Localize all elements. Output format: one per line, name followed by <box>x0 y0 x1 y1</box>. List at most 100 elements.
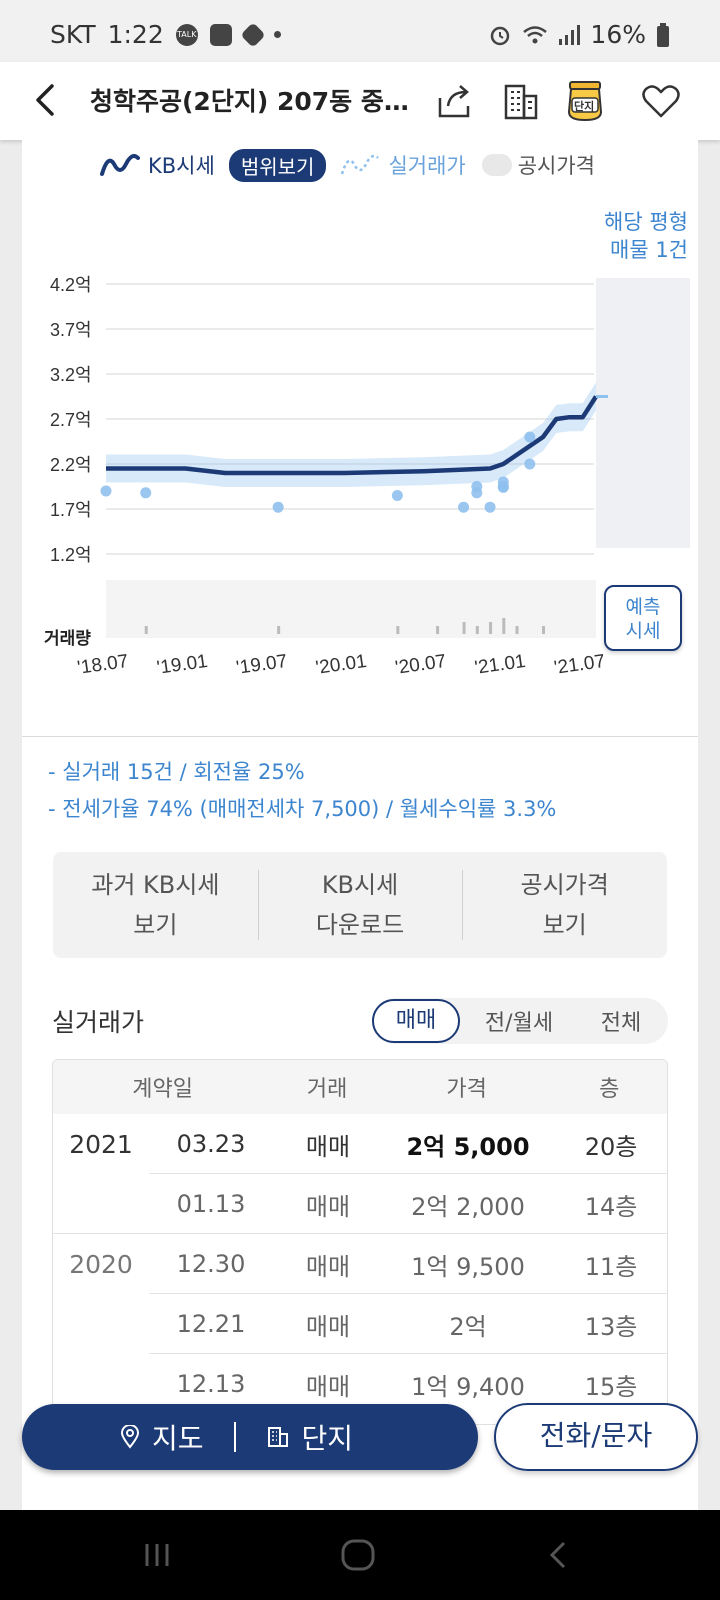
transaction-type-tabs: 매매 전/월세 전체 <box>372 998 668 1044</box>
signal-icon <box>559 24 581 45</box>
call-message-button[interactable]: 전화/문자 <box>494 1403 698 1471</box>
kb-download-l2: 다운로드 <box>315 911 405 939</box>
y-tick-label: 1.2억 <box>50 545 92 565</box>
volume-bar <box>436 626 440 634</box>
range-view-toggle[interactable]: 범위보기 <box>228 148 327 182</box>
page-title: 청학주공(2단지) 207동 중… <box>90 87 409 116</box>
row-divider <box>149 1173 667 1174</box>
table-row[interactable]: 01.13 매매 2억 2,000 14층 <box>53 1174 667 1234</box>
tab-sale[interactable]: 매매 <box>372 999 460 1043</box>
volume-label: 거래량 <box>44 629 91 648</box>
x-tick-label: '20.01 <box>314 651 368 679</box>
past-kb-button[interactable]: 과거 KB시세 보기 <box>53 852 258 958</box>
legend-real[interactable]: 실거래가 <box>388 154 466 178</box>
bottom-action-bar: 지도 단지 <box>22 1404 478 1470</box>
row-type: 매매 <box>305 1192 351 1221</box>
price-chart[interactable]: 4.2억 3.7억 3.2억 2.7억 2.2억 1.7억 1.2억 거래량 '18.07 '… <box>0 270 720 690</box>
row-type: 매매 <box>305 1372 351 1401</box>
real-line-icon <box>341 154 380 175</box>
x-tick-label: '21.01 <box>473 651 527 679</box>
volume-bar <box>277 626 281 634</box>
row-date: 12.13 <box>176 1370 246 1398</box>
year-divider <box>53 1233 667 1234</box>
back-icon[interactable] <box>26 80 66 120</box>
forecast-button[interactable]: 예측 시세 <box>604 585 682 651</box>
stats-line1: - 실거래 15건 / 회전율 25% <box>48 760 305 784</box>
y-tick-label: 4.2억 <box>50 275 92 295</box>
row-type: 매매 <box>305 1252 351 1281</box>
row-price: 2억 5,000 <box>406 1132 530 1161</box>
row-year: 2021 <box>69 1129 133 1159</box>
x-tick-label: '20.07 <box>394 651 448 679</box>
table-row[interactable]: 12.13 매매 1억 9,400 15층 <box>53 1354 667 1414</box>
real-transaction-point <box>484 501 496 513</box>
public-price-l1: 공시가격 <box>520 871 609 899</box>
system-nav-bar <box>0 1510 720 1600</box>
listing-line1: 해당 평형 <box>604 210 688 234</box>
volume-bar <box>542 626 546 634</box>
row-type: 매매 <box>305 1312 351 1341</box>
carrier-text: SKT <box>50 20 96 49</box>
map-button[interactable]: 지도 <box>120 1417 204 1457</box>
public-price-l2: 보기 <box>542 911 587 939</box>
kb-download-l1: KB시세 <box>321 871 399 899</box>
tab-all[interactable]: 전체 <box>600 1011 642 1036</box>
row-date: 12.21 <box>176 1310 246 1338</box>
map-label: 지도 <box>152 1422 204 1455</box>
table-row[interactable]: 12.21 매매 2억 13층 <box>53 1294 667 1354</box>
row-price: 2억 <box>449 1312 487 1341</box>
table-row[interactable]: 2020 12.30 매매 1억 9,500 11층 <box>53 1234 667 1294</box>
alarm-icon <box>491 26 510 45</box>
battery-icon <box>657 22 669 47</box>
real-transaction-point <box>524 458 536 470</box>
public-price-button[interactable]: 공시가격 보기 <box>462 852 667 958</box>
recent-apps-icon[interactable] <box>140 1538 174 1572</box>
volume-bar <box>489 622 493 634</box>
row-floor: 11층 <box>584 1252 638 1281</box>
public-price-swatch <box>481 154 512 176</box>
dot-icon <box>273 31 281 38</box>
kb-download-button[interactable]: KB시세 다운로드 <box>257 852 463 958</box>
table-header: 계약일 거래 가격 층 <box>53 1060 667 1114</box>
heart-icon[interactable] <box>640 80 682 122</box>
row-date: 12.30 <box>176 1250 246 1278</box>
volume-bar <box>515 626 519 634</box>
chart-legend: KB시세 범위보기 실거래가 공시가격 <box>100 148 595 182</box>
cube-icon <box>240 21 266 48</box>
y-tick-label: 2.2억 <box>50 455 92 475</box>
tab-lease[interactable]: 전/월세 <box>484 1011 554 1036</box>
battery-text: 16% <box>590 20 646 49</box>
x-tick-label: '19.07 <box>235 651 289 679</box>
x-tick-label: '19.01 <box>156 651 210 679</box>
row-floor: 13층 <box>584 1312 638 1341</box>
row-price: 1억 9,400 <box>411 1372 525 1401</box>
location-pin-icon <box>120 1425 140 1449</box>
legend-public[interactable]: 공시가격 <box>517 154 595 178</box>
home-icon[interactable] <box>340 1538 376 1572</box>
header-type: 거래 <box>306 1077 348 1102</box>
x-tick-label: '21.07 <box>553 651 607 679</box>
transactions-title: 실거래가 <box>52 1008 145 1037</box>
danji-button[interactable]: 단지 <box>266 1417 353 1457</box>
row-floor: 15층 <box>584 1372 638 1401</box>
row-type: 매매 <box>305 1132 351 1161</box>
table-row[interactable]: 2021 03.23 매매 2억 5,000 20층 <box>53 1114 667 1174</box>
danji-icon[interactable]: 단지 <box>566 80 604 122</box>
share-icon[interactable] <box>434 80 476 122</box>
row-price: 1억 9,500 <box>411 1252 525 1281</box>
forecast-line2: 시세 <box>625 620 661 642</box>
danji-badge-label: 단지 <box>574 100 595 113</box>
real-transaction-point <box>272 501 284 513</box>
real-transaction-point <box>471 481 483 492</box>
header-price: 가격 <box>446 1077 487 1102</box>
back-nav-icon[interactable] <box>546 1538 570 1572</box>
real-transaction-point <box>100 485 112 497</box>
volume-bar <box>502 618 506 634</box>
building-icon[interactable] <box>500 80 542 122</box>
wifi-icon <box>523 25 548 43</box>
stats-block: - 실거래 15건 / 회전율 25% - 전세가율 74% (매매전세차 7,… <box>48 754 556 828</box>
status-bar: SKT 1:22 TALK 16% <box>0 0 720 62</box>
talk-icon: TALK <box>175 23 198 46</box>
listing-count[interactable]: 해당 평형 매물 1건 <box>604 208 688 264</box>
row-divider <box>149 1353 667 1354</box>
